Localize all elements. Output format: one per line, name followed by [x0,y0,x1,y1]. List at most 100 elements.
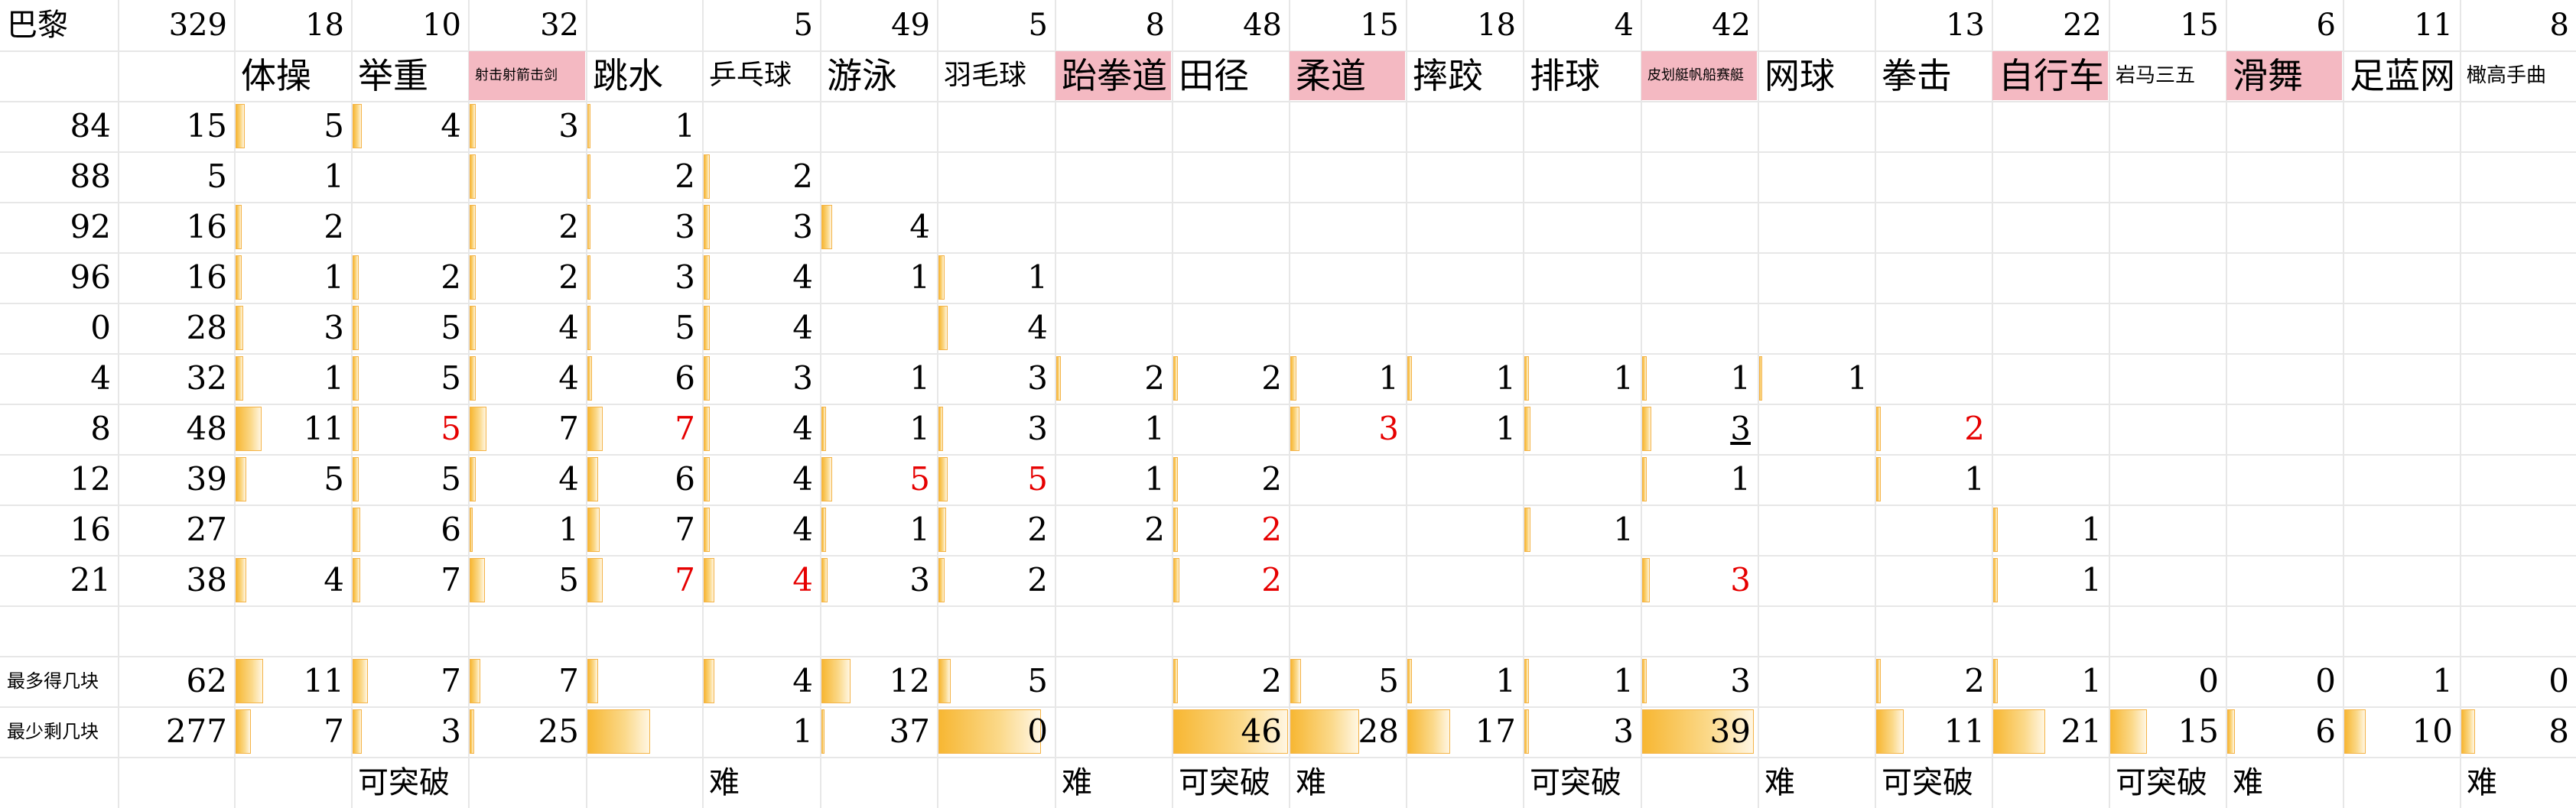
medal-count-cell[interactable]: 1 [235,354,350,403]
medal-count-cell[interactable] [1758,203,1874,251]
note-cell[interactable]: 可突破 [2109,758,2225,807]
medal-count-cell[interactable]: 3 [587,253,701,302]
sport-name-cell[interactable]: 田径 [1173,51,1288,100]
year-cell[interactable]: 84 [1,102,117,151]
min-total-cell[interactable]: 277 [119,707,233,756]
medal-count-cell[interactable]: 1 [1524,505,1640,554]
medal-count-cell[interactable]: 2 [1055,354,1171,403]
medal-count-cell[interactable] [2461,354,2575,403]
medal-count-cell[interactable]: 5 [469,556,585,605]
medal-count-cell[interactable] [1407,455,1522,504]
medal-count-cell[interactable]: 4 [469,455,585,504]
sport-total-cell[interactable]: 18 [235,1,350,50]
medal-count-cell[interactable] [1992,203,2108,251]
medal-count-cell[interactable] [2109,354,2225,403]
min-label-cell[interactable]: 最少剩几块 [1,707,117,756]
medal-count-cell[interactable]: 2 [1055,505,1171,554]
min-value-cell[interactable]: 11 [1875,707,1991,756]
note-cell[interactable]: 难 [1290,758,1405,807]
medal-count-cell[interactable]: 7 [587,556,701,605]
medal-count-cell[interactable]: 6 [352,505,467,554]
medal-count-cell[interactable] [2109,152,2225,201]
medal-count-cell[interactable]: 1 [1055,455,1171,504]
medal-count-cell[interactable] [2461,253,2575,302]
medal-count-cell[interactable]: 2 [469,253,585,302]
medal-count-cell[interactable] [2461,455,2575,504]
medal-count-cell[interactable]: 1 [235,152,350,201]
medal-count-cell[interactable] [2109,253,2225,302]
note-cell[interactable] [1407,758,1522,807]
max-value-cell[interactable]: 4 [703,657,819,706]
year-total-cell[interactable]: 27 [119,505,233,554]
medal-count-cell[interactable] [1875,556,1991,605]
max-value-cell[interactable]: 2 [1875,657,1991,706]
year-total-cell[interactable]: 28 [119,303,233,352]
medal-count-cell[interactable] [1055,303,1171,352]
medal-count-cell[interactable] [938,152,1054,201]
min-value-cell[interactable] [1055,707,1171,756]
medal-count-cell[interactable] [2226,253,2342,302]
medal-count-cell[interactable]: 2 [938,556,1054,605]
min-value-cell[interactable]: 10 [2343,707,2459,756]
note-cell[interactable]: 难 [1055,758,1171,807]
sport-name-cell[interactable]: 橄高手曲 [2461,51,2575,100]
medal-count-cell[interactable] [1641,505,1757,554]
medal-count-cell[interactable] [2461,505,2575,554]
medal-count-cell[interactable] [2226,404,2342,453]
medal-count-cell[interactable] [1875,253,1991,302]
medal-count-cell[interactable] [1173,303,1288,352]
min-value-cell[interactable]: 3 [1524,707,1640,756]
max-value-cell[interactable]: 2 [1173,657,1288,706]
medal-count-cell[interactable]: 1 [821,505,936,554]
max-value-cell[interactable]: 1 [1407,657,1522,706]
sport-total-cell[interactable]: 8 [2461,1,2575,50]
medal-count-cell[interactable]: 1 [469,505,585,554]
medal-count-cell[interactable]: 7 [587,505,701,554]
medal-count-cell[interactable]: 2 [1173,556,1288,605]
medal-count-cell[interactable] [1407,102,1522,151]
year-total-cell[interactable]: 39 [119,455,233,504]
max-value-cell[interactable]: 0 [2461,657,2575,706]
medal-count-cell[interactable]: 4 [703,505,819,554]
medal-count-cell[interactable]: 7 [587,404,701,453]
medal-count-cell[interactable] [352,152,467,201]
medal-count-cell[interactable]: 2 [235,203,350,251]
medal-count-cell[interactable] [1758,455,1874,504]
sport-total-cell[interactable] [587,1,701,50]
medal-count-cell[interactable]: 2 [469,203,585,251]
medal-count-cell[interactable] [1875,354,1991,403]
max-value-cell[interactable]: 7 [352,657,467,706]
medal-count-cell[interactable] [1055,253,1171,302]
min-value-cell[interactable]: 17 [1407,707,1522,756]
medal-count-cell[interactable] [1407,556,1522,605]
medal-count-cell[interactable] [1290,102,1405,151]
medal-count-cell[interactable]: 4 [703,556,819,605]
medal-count-cell[interactable]: 4 [469,303,585,352]
medal-count-cell[interactable] [2343,203,2459,251]
sport-name-cell[interactable]: 皮划艇帆船赛艇 [1641,51,1757,100]
medal-count-cell[interactable]: 1 [1055,404,1171,453]
medal-count-cell[interactable]: 3 [703,354,819,403]
year-total-cell[interactable]: 48 [119,404,233,453]
medal-count-cell[interactable]: 3 [235,303,350,352]
medal-count-cell[interactable] [1641,253,1757,302]
min-value-cell[interactable]: 28 [1290,707,1405,756]
medal-count-cell[interactable] [1055,102,1171,151]
year-cell[interactable]: 88 [1,152,117,201]
medal-count-cell[interactable] [2109,203,2225,251]
note-cell[interactable] [1992,758,2108,807]
medal-count-cell[interactable] [1173,102,1288,151]
medal-count-cell[interactable]: 2 [1173,354,1288,403]
medal-count-cell[interactable] [1992,404,2108,453]
medal-count-cell[interactable] [821,303,936,352]
year-total-cell[interactable]: 32 [119,354,233,403]
sport-total-cell[interactable]: 42 [1641,1,1757,50]
medal-count-cell[interactable] [1173,253,1288,302]
medal-count-cell[interactable] [1290,152,1405,201]
medal-count-cell[interactable] [1875,203,1991,251]
medal-count-cell[interactable] [1055,556,1171,605]
medal-count-cell[interactable]: 4 [938,303,1054,352]
year-total-cell[interactable]: 15 [119,102,233,151]
medal-count-cell[interactable] [2461,152,2575,201]
medal-count-cell[interactable] [821,102,936,151]
